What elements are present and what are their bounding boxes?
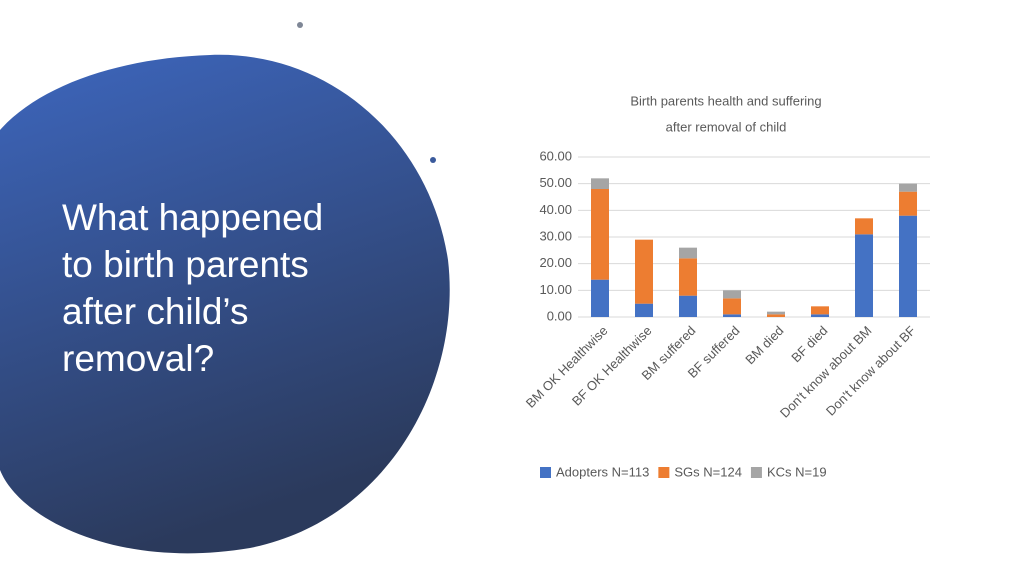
legend-label: Adopters N=113 <box>556 464 649 479</box>
bar-segment <box>679 258 697 296</box>
bar-segment <box>723 314 741 317</box>
bar-segment <box>899 191 917 216</box>
bar-segment <box>723 298 741 315</box>
legend-swatch <box>658 467 670 478</box>
legend-swatch <box>750 467 762 478</box>
y-tick-label: 60.00 <box>539 148 572 163</box>
bar-segment <box>679 247 697 259</box>
chart-title: Birth parents health and suffering <box>630 93 821 108</box>
decor-blob <box>0 54 450 554</box>
bar-segment <box>811 306 829 315</box>
y-tick-label: 50.00 <box>539 175 572 190</box>
legend-swatch <box>540 467 551 478</box>
bar-segment <box>899 215 917 317</box>
bar-segment <box>855 218 873 235</box>
bar-segment <box>679 295 697 317</box>
slide-title-line: to birth parents <box>62 244 309 285</box>
bar-segment <box>635 303 653 317</box>
bar-segment <box>635 239 653 304</box>
bar-segment <box>811 314 829 317</box>
decor-dot <box>430 157 436 163</box>
legend-label: SGs N=124 <box>674 464 742 479</box>
slide-title-line: after child’s <box>62 291 248 332</box>
bar-segment <box>767 311 785 315</box>
y-tick-label: 40.00 <box>539 202 572 217</box>
bar-segment <box>591 178 609 189</box>
bar-segment <box>591 279 609 317</box>
y-tick-label: 0.00 <box>547 308 572 323</box>
chart-title: after removal of child <box>666 119 787 134</box>
slide-title-line: removal? <box>62 338 214 379</box>
bar-segment <box>591 189 609 280</box>
legend-label: KCs N=19 <box>767 464 827 479</box>
decor-dot <box>297 22 303 28</box>
y-tick-label: 20.00 <box>539 255 572 270</box>
bar-segment <box>723 290 741 299</box>
slide-title-line: What happened <box>62 197 323 238</box>
y-tick-label: 30.00 <box>539 228 572 243</box>
bar-segment <box>767 314 785 317</box>
bar-segment <box>899 183 917 192</box>
bar-segment <box>855 234 873 317</box>
y-tick-label: 10.00 <box>539 282 572 297</box>
slide-title: What happened to birth parents after child… <box>62 197 323 379</box>
